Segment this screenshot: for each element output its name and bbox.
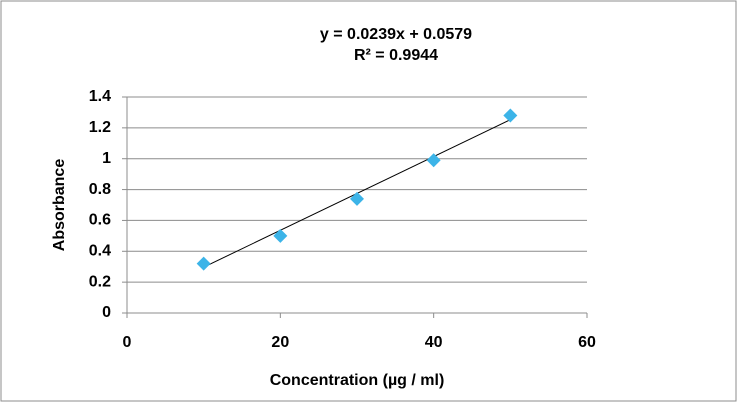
data-point [426, 153, 441, 168]
data-point [350, 191, 364, 206]
x-tick-label: 40 [425, 334, 443, 351]
y-tick-label: 0.6 [89, 212, 111, 229]
y-tick-label: 1.4 [89, 88, 111, 105]
y-tick-label: 0.8 [89, 181, 111, 198]
r-squared: R² = 0.9944 [354, 47, 438, 64]
x-tick-label: 20 [271, 334, 289, 351]
y-tick-label: 1 [102, 150, 111, 167]
data-point [273, 228, 288, 243]
y-tick-label: 0.2 [89, 273, 111, 290]
y-tick-label: 1.2 [89, 119, 111, 136]
x-tick-label: 60 [578, 334, 596, 351]
y-tick-label: 0.4 [89, 243, 111, 260]
x-axis-label: Concentration (µg / ml) [270, 372, 445, 389]
data-point [503, 108, 518, 123]
x-tick-label: 0 [123, 334, 132, 351]
data-point [196, 256, 211, 271]
y-axis-label: Absorbance [51, 159, 68, 252]
trendline-equation: y = 0.0239x + 0.0579 [320, 26, 472, 43]
y-tick-label: 0 [102, 304, 111, 321]
